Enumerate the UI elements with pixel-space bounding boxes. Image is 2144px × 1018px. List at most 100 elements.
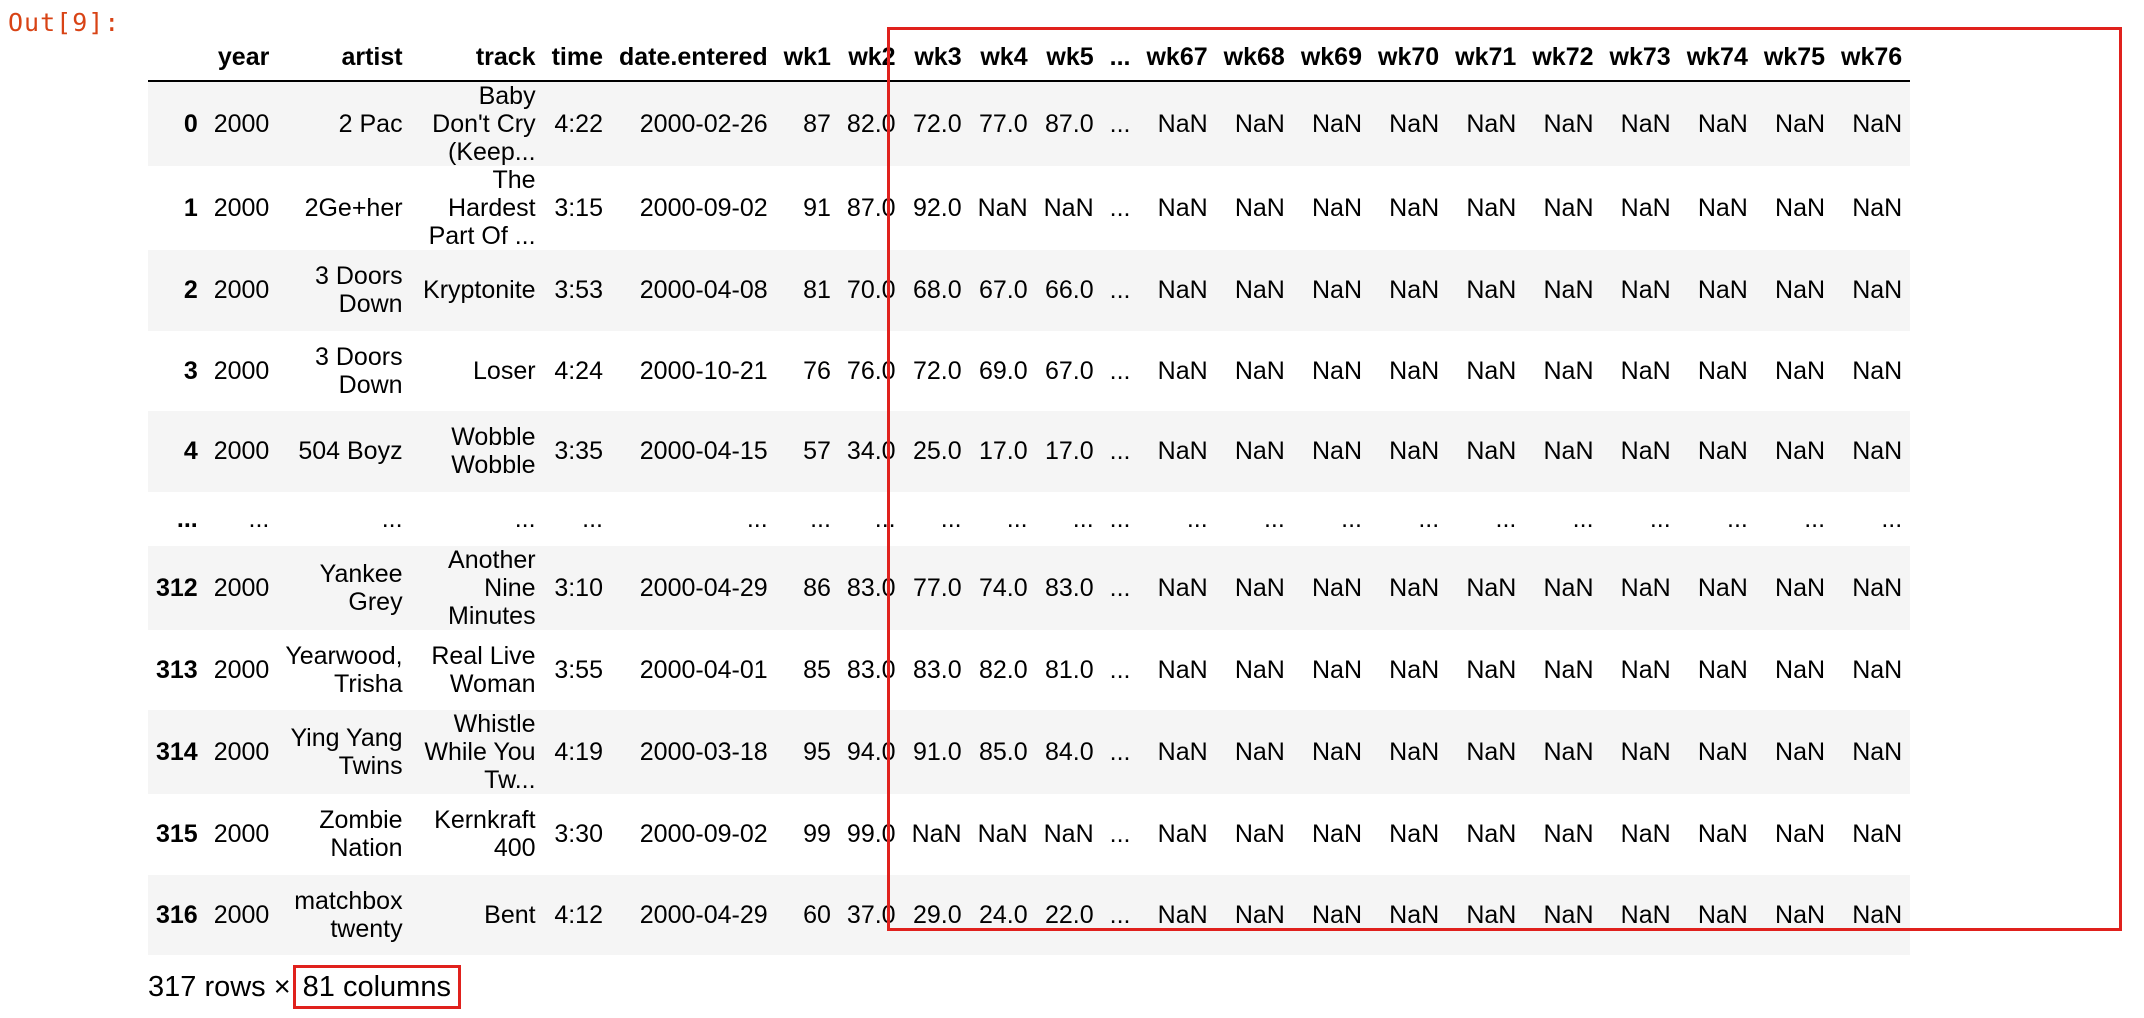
table-cell: NaN — [1157, 900, 1208, 929]
column-header-wk70: wk70 — [1370, 34, 1448, 82]
table-cell: NaN — [1466, 110, 1517, 138]
table-cell: NaN — [1234, 437, 1285, 466]
table-cell: NaN — [1389, 356, 1440, 385]
table-cell: NaN — [1234, 573, 1285, 602]
table-row: 2 2000 3 Doors Down Kryptonite 3:53 2000-04-0… — [148, 250, 1911, 331]
table-cell: ... — [1109, 356, 1131, 385]
table-cell: NaN — [1234, 110, 1285, 138]
table-cell: 91 — [803, 194, 831, 222]
table-cell: matchbox twenty — [294, 886, 403, 943]
table-cell: 87.0 — [1044, 110, 1094, 138]
table-cell: 69.0 — [978, 356, 1028, 385]
table-cell: NaN — [1697, 276, 1748, 305]
dataframe-table: year artist track time date.entered wk1 wk2 wk3… — [148, 34, 1911, 955]
table-cell: NaN — [1157, 356, 1208, 385]
table-cell: 83.0 — [1044, 573, 1094, 602]
table-cell: ... — [1649, 504, 1671, 533]
table-cell: 3:15 — [554, 194, 603, 222]
table-cell: NaN — [1157, 276, 1208, 305]
row-index: 316 — [156, 900, 198, 929]
table-cell: NaN — [1311, 437, 1362, 466]
table-cell: NaN — [1775, 437, 1826, 466]
table-cell: NaN — [1620, 110, 1671, 138]
row-index: 2 — [183, 276, 198, 305]
table-cell: 2000 — [213, 437, 270, 466]
table-cell: Kryptonite — [423, 276, 536, 305]
table-cell: 87.0 — [846, 194, 896, 222]
table-cell: ... — [582, 504, 603, 533]
row-index: ... — [176, 504, 198, 533]
table-cell: NaN — [1157, 110, 1208, 138]
column-header-wk71: wk71 — [1447, 34, 1525, 82]
table-cell: 17.0 — [978, 437, 1028, 466]
table-cell: NaN — [1620, 194, 1671, 222]
table-cell: 86 — [803, 573, 831, 602]
table-cell: 2000-09-02 — [639, 194, 768, 222]
table-cell: NaN — [1543, 110, 1594, 138]
table-cell: NaN — [1697, 820, 1748, 849]
table-cell: NaN — [1234, 276, 1285, 305]
table-cell: NaN — [1852, 820, 1903, 849]
table-cell: 25.0 — [912, 437, 962, 466]
table-cell: 2000 — [213, 573, 270, 602]
table-cell: NaN — [1466, 655, 1517, 684]
table-cell: NaN — [1234, 356, 1285, 385]
table-cell: 74.0 — [978, 573, 1028, 602]
table-cell: ... — [1186, 504, 1208, 533]
table-cell: NaN — [1620, 437, 1671, 466]
table-cell: Whistle While You Tw... — [424, 710, 536, 794]
table-cell: NaN — [977, 194, 1028, 222]
table-cell: NaN — [1775, 738, 1826, 766]
table-cell: NaN — [1543, 437, 1594, 466]
table-cell: 83.0 — [846, 573, 896, 602]
table-cell: 2 Pac — [338, 110, 403, 138]
header-row: year artist track time date.entered wk1 wk2 wk3… — [148, 34, 1911, 82]
table-cell: 37.0 — [846, 900, 896, 929]
table-cell: ... — [1418, 504, 1440, 533]
table-cell: 2000-09-02 — [639, 820, 768, 849]
table-cell: NaN — [1852, 356, 1903, 385]
table-cell: NaN — [1697, 738, 1748, 766]
table-cell: Kernkraft 400 — [434, 806, 536, 863]
column-header-wk75: wk75 — [1755, 34, 1834, 82]
table-cell: ... — [514, 504, 536, 533]
table-cell: NaN — [1157, 573, 1208, 602]
table-cell: NaN — [1466, 738, 1517, 766]
table-cell: 24.0 — [978, 900, 1028, 929]
table-cell: 99 — [803, 820, 831, 849]
table-cell: NaN — [1697, 356, 1748, 385]
column-header-ellipsis: ... — [1101, 34, 1139, 82]
table-cell: 68.0 — [912, 276, 962, 305]
table-cell: NaN — [1389, 194, 1440, 222]
table-cell: NaN — [977, 820, 1028, 849]
table-cell: 77.0 — [912, 573, 962, 602]
table-cell: Zombie Nation — [319, 806, 403, 863]
table-cell: 3:30 — [554, 820, 603, 849]
table-cell: NaN — [1543, 738, 1594, 766]
row-index: 3 — [183, 356, 198, 385]
column-header-wk5: wk5 — [1035, 34, 1102, 82]
table-cell: NaN — [1697, 900, 1748, 929]
table-cell: NaN — [1852, 655, 1903, 684]
table-cell: NaN — [1389, 738, 1440, 766]
column-count-highlight: 81 columns — [292, 965, 461, 1009]
table-cell: 84.0 — [1044, 738, 1094, 766]
dataframe-container: year artist track time date.entered wk1 wk2 wk3… — [148, 34, 1911, 955]
table-cell: NaN — [1543, 573, 1594, 602]
table-cell: ... — [1109, 504, 1131, 533]
table-cell: Yankee Grey — [319, 559, 403, 616]
table-cell: 3:53 — [554, 276, 603, 305]
table-cell: 2000 — [213, 655, 270, 684]
column-header-time: time — [543, 34, 611, 82]
table-cell: 3 Doors Down — [315, 262, 403, 319]
table-cell: 2000 — [213, 110, 270, 138]
table-cell: NaN — [1234, 820, 1285, 849]
table-cell: 76 — [803, 356, 831, 385]
table-cell: ... — [1263, 504, 1285, 533]
table-cell: NaN — [1697, 573, 1748, 602]
table-cell: ... — [1109, 573, 1131, 602]
table-cell: 82.0 — [978, 655, 1028, 684]
table-cell: NaN — [1852, 276, 1903, 305]
table-row: 314 2000 Ying Yang Twins Whistle While You … — [148, 710, 1911, 794]
table-cell: ... — [1495, 504, 1517, 533]
